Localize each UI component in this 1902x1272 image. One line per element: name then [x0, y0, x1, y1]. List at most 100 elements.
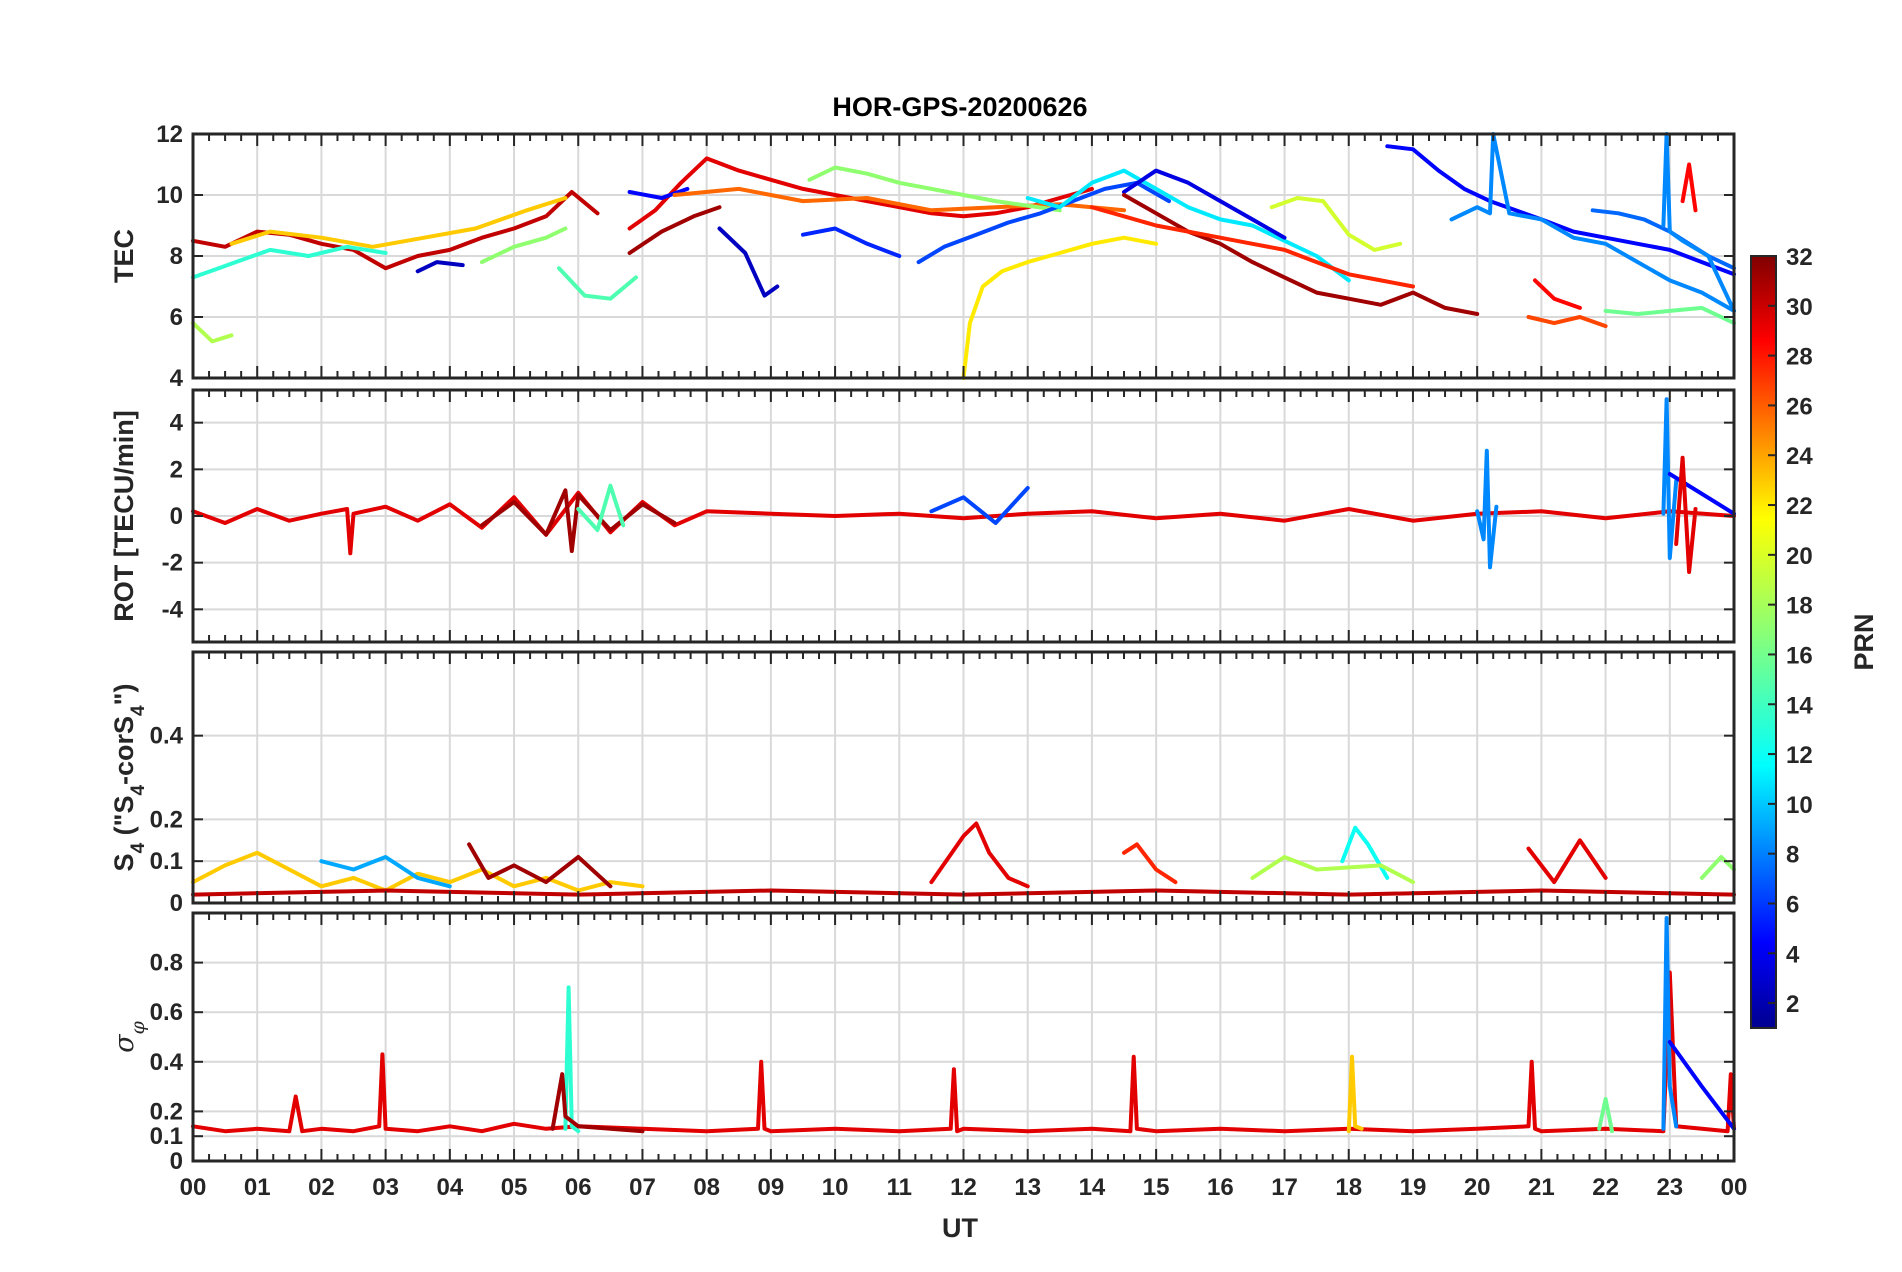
- series-s4-prn-27: [1122, 842, 1178, 885]
- x-tick-label: 00: [1721, 1174, 1748, 1201]
- x-tick-label: 00: [180, 1174, 207, 1201]
- y-tick-label: 0: [170, 890, 183, 917]
- colorbar-tick-label: 14: [1786, 692, 1813, 719]
- x-tick-label: 07: [629, 1174, 656, 1201]
- series-rot-prn-29: [1674, 455, 1698, 574]
- series-tec-prn-26: [1526, 315, 1608, 329]
- series-rot-prn-9: [1475, 448, 1499, 570]
- x-tick-label: 04: [436, 1174, 463, 1201]
- series-tec-prn-3: [717, 226, 780, 298]
- colorbar-tick-label: 28: [1786, 344, 1813, 371]
- x-tick-label: 16: [1207, 1174, 1234, 1201]
- y-axis-label-sigma_phi: σφ: [109, 1020, 149, 1052]
- y-axis-label-part: S: [109, 853, 139, 871]
- series-tec-prn-3: [415, 260, 465, 274]
- colorbar-label: PRN: [1849, 613, 1879, 670]
- x-axis-label: UT: [942, 1213, 978, 1243]
- series-sigma_phi-prn-9: [1661, 916, 1679, 1131]
- colorbar-tick-label: 12: [1786, 742, 1813, 769]
- x-tick-label: 02: [308, 1174, 335, 1201]
- series-tec-prn-22: [229, 196, 568, 249]
- series-s4-prn-18: [1250, 855, 1415, 885]
- series-rot-prn-31: [479, 488, 677, 553]
- panel-tec: 4 6 8 10 12 TEC: [109, 121, 1736, 392]
- series-tec-prn-28: [1533, 278, 1582, 310]
- series-tec-prn-7: [916, 180, 1171, 265]
- x-tick-label: 09: [758, 1174, 785, 1201]
- y-tick-label: 0.4: [150, 723, 184, 750]
- y-tick-label: 0.2: [150, 806, 183, 833]
- colorbar-tick-label: 16: [1786, 642, 1813, 669]
- x-tick-label: 01: [244, 1174, 271, 1201]
- colorbar-tick-label: 32: [1786, 244, 1813, 271]
- series-sigma_phi-prn-22: [1346, 1054, 1364, 1134]
- x-tick-label: 12: [950, 1174, 977, 1201]
- colorbar-tick-label: 26: [1786, 393, 1813, 420]
- colorbar-tick-label: 10: [1786, 792, 1813, 819]
- colorbar-tick-label: 4: [1786, 941, 1800, 968]
- series-s4-prn-10: [319, 855, 452, 889]
- colorbar-tick-label: 30: [1786, 294, 1813, 321]
- y-tick-label: -4: [162, 596, 184, 623]
- y-axis-label-part: -corS: [109, 716, 139, 785]
- series-s4-prn-22: [191, 850, 645, 893]
- y-axis-label-part: ("S: [109, 796, 139, 843]
- colorbar-gradient: [1750, 255, 1777, 1029]
- y-axis-label-part: 4: [128, 842, 149, 853]
- y-axis-label-part: 4: [128, 705, 149, 716]
- series-tec-prn-9: [1661, 132, 1736, 313]
- colorbar-tick-label: 2: [1786, 991, 1799, 1018]
- series-rot-prn-9: [1661, 397, 1679, 560]
- y-tick-label: 0.1: [150, 848, 183, 875]
- series-s4-prn-13: [1340, 825, 1390, 880]
- y-tick-label: 6: [170, 304, 183, 331]
- x-tick-label: 21: [1528, 1174, 1555, 1201]
- series-sigma_phi-prn-29: [191, 970, 1736, 1134]
- colorbar-tick-label: 22: [1786, 493, 1813, 520]
- y-tick-label: -2: [162, 550, 183, 577]
- series-tec-prn-9: [1449, 132, 1736, 313]
- y-tick-label: 0.8: [150, 950, 183, 977]
- series-tec-prn-5: [627, 186, 690, 200]
- panel-rot: -4 -2 0 2 4 ROT [TECU/min]: [109, 388, 1736, 644]
- series-sigma_phi-prn-16: [1597, 1097, 1614, 1134]
- y-axis-label-s4: S4 ("S4-corS4"): [109, 684, 149, 872]
- series-tec-prn-12: [1025, 168, 1351, 283]
- chart-title: HOR-GPS-20200626: [832, 92, 1087, 122]
- panel-s4: 0 0.1 0.2 0.4S4 ("S4-corS4"): [109, 650, 1736, 917]
- y-tick-label: 0.4: [150, 1049, 184, 1076]
- series-s4-prn-29: [929, 821, 1030, 889]
- colorbar-tick-label: 6: [1786, 891, 1799, 918]
- series-tec-prn-6: [801, 226, 902, 258]
- x-tick-label: 20: [1464, 1174, 1491, 1201]
- x-tick-label: 18: [1335, 1174, 1362, 1201]
- x-tick-label: 14: [1079, 1174, 1106, 1201]
- x-tick-label: 06: [565, 1174, 592, 1201]
- series-tec-prn-17: [807, 165, 1062, 213]
- y-tick-label: 0.1: [150, 1123, 183, 1150]
- y-tick-label: 0.6: [150, 999, 183, 1026]
- x-tick-label: 10: [822, 1174, 849, 1201]
- y-tick-label: 0: [170, 503, 183, 530]
- colorbar-tick-label: 8: [1786, 842, 1799, 869]
- y-axis-label-part: σ: [109, 1033, 140, 1053]
- series-tec-prn-31: [627, 205, 722, 255]
- series-tec-prn-28: [1680, 162, 1698, 213]
- y-axis-label-rot: ROT [TECU/min]: [109, 410, 139, 621]
- x-tick-label: 23: [1656, 1174, 1683, 1201]
- series-tec-prn-27: [1089, 205, 1415, 289]
- y-tick-label: 8: [170, 243, 183, 270]
- y-tick-label: 4: [170, 410, 184, 437]
- colorbar-tick-label: 18: [1786, 593, 1813, 620]
- series-tec-prn-16: [1603, 305, 1736, 326]
- y-tick-label: 12: [156, 121, 183, 148]
- x-tick-label: 05: [501, 1174, 528, 1201]
- x-tick-label: 03: [372, 1174, 399, 1201]
- x-tick-label: 13: [1014, 1174, 1041, 1201]
- series-sigma_phi-prn-31: [550, 1072, 645, 1134]
- y-tick-label: 0: [170, 1148, 183, 1175]
- series-rot-prn-15: [576, 483, 626, 532]
